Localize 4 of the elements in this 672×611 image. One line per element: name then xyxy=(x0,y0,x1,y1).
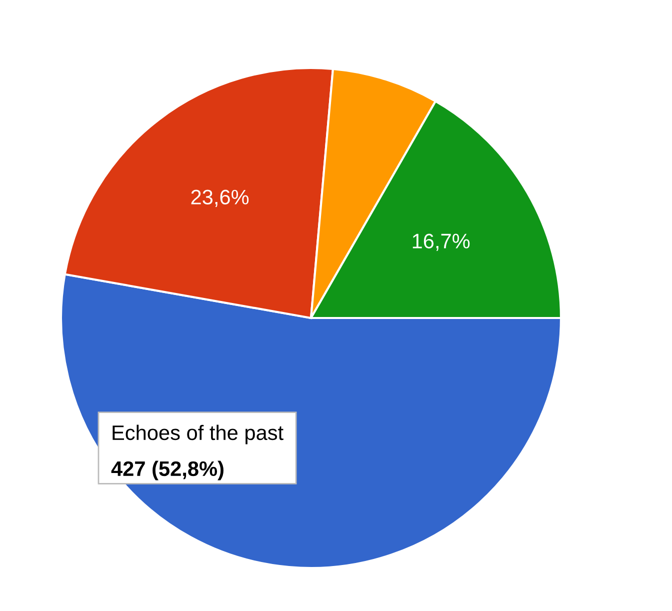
data-label: 16,7% xyxy=(412,234,470,251)
data-label: 427 (52,8%) xyxy=(111,460,224,480)
slice-label: Echoes of the past xyxy=(112,424,284,444)
data-label: 23,6% xyxy=(191,190,249,207)
